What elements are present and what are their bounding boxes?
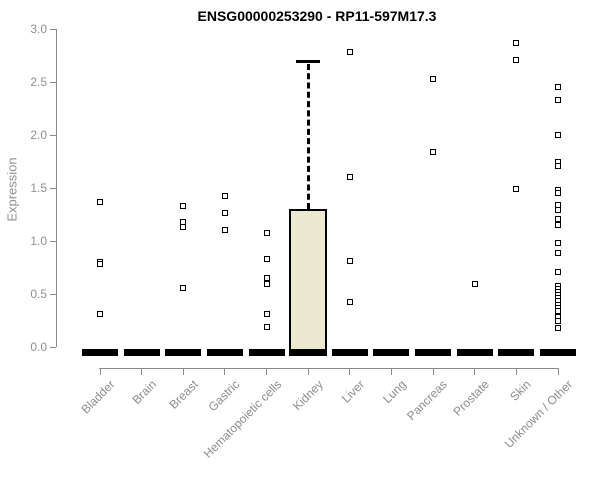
x-tick-mark [99,368,101,375]
outlier-point [513,56,520,63]
outlier-point [263,256,270,263]
x-tick-mark [307,368,309,375]
outlier-point [263,311,270,318]
median-bar [373,349,410,356]
x-axis-line [99,368,559,369]
y-axis-line [56,29,57,347]
outlier-point [555,190,562,197]
median-bar [206,349,243,356]
outlier-point [263,281,270,288]
chart-title: ENSG00000253290 - RP11-597M17.3 [197,8,437,24]
x-axis-label: Liver [338,377,368,406]
outlier-point [555,268,562,275]
outlier-point [263,275,270,282]
y-tick-label: 2.0 [30,128,47,142]
median-bar [123,349,160,356]
outlier-point [555,207,562,214]
median-bar [248,349,285,356]
outlier-point [555,249,562,256]
outlier-point [180,224,187,231]
outlier-point [555,162,562,169]
y-tick-label: 0.5 [30,287,47,301]
x-tick-mark [266,368,268,375]
median-bar [82,349,118,356]
y-tick-mark [50,346,56,348]
outlier-point [346,299,353,306]
outlier-point [97,198,103,205]
outlier-point [346,174,353,181]
x-axis-label: Prostate [450,377,492,419]
y-tick-mark [50,28,56,30]
outlier-point [555,240,562,247]
outlier-point [430,148,437,155]
outlier-point [555,324,562,331]
outlier-point [221,227,228,234]
outlier-point [555,215,562,222]
y-tick-label: 2.5 [30,75,47,89]
x-axis-label: Kidney [289,377,326,414]
x-axis-label: Breast [166,377,201,412]
x-tick-mark [474,368,476,375]
outlier-point [555,97,562,104]
x-axis-label: Pancreas [404,377,451,424]
median-bar [456,349,493,356]
y-tick-mark [50,240,56,242]
median-bar [415,349,452,356]
whisker-cap [296,59,321,63]
outlier-point [555,317,562,324]
y-tick-label: 1.5 [30,181,47,195]
outlier-point [555,222,562,229]
outlier-point [513,186,520,193]
outlier-point [97,261,103,268]
outlier-point [555,307,562,314]
outlier-point [471,281,478,288]
y-tick-mark [50,293,56,295]
outlier-point [180,203,187,210]
y-tick-mark [50,187,56,189]
outlier-point [555,132,562,138]
outlier-point [221,193,228,200]
median-bar [290,349,327,356]
y-tick-mark [50,81,56,83]
outlier-point [263,229,270,236]
median-bar [165,349,202,356]
x-axis-label: Hematopoietic cells [200,377,284,461]
x-tick-mark [182,368,184,375]
outlier-point [263,323,270,330]
median-bar [498,349,535,356]
box-iqr [289,209,328,356]
x-axis-label: Skin [507,377,534,404]
outlier-point [555,84,562,91]
outlier-point [97,311,103,318]
whisker-line [306,63,310,210]
outlier-point [180,284,187,291]
median-bar [331,349,368,356]
x-tick-mark [141,368,143,375]
x-axis-label: Bladder [78,377,118,417]
x-tick-mark [390,368,392,375]
outlier-point [346,258,353,265]
outlier-point [221,210,228,217]
y-tick-mark [50,134,56,136]
outlier-point [513,39,520,46]
outlier-point [430,75,437,82]
x-tick-mark [557,368,559,375]
x-axis-label: Brain [129,377,159,408]
median-bar [540,349,577,356]
x-tick-mark [224,368,226,375]
x-axis-label: Gastric [205,377,243,415]
y-tick-label: 1.0 [30,234,47,248]
y-tick-label: 3.0 [30,22,47,36]
outlier-point [346,49,353,56]
y-tick-label: 0.0 [30,340,47,354]
x-tick-mark [515,368,517,375]
x-axis-label: Lung [379,377,409,407]
x-tick-mark [349,368,351,375]
x-tick-mark [432,368,434,375]
